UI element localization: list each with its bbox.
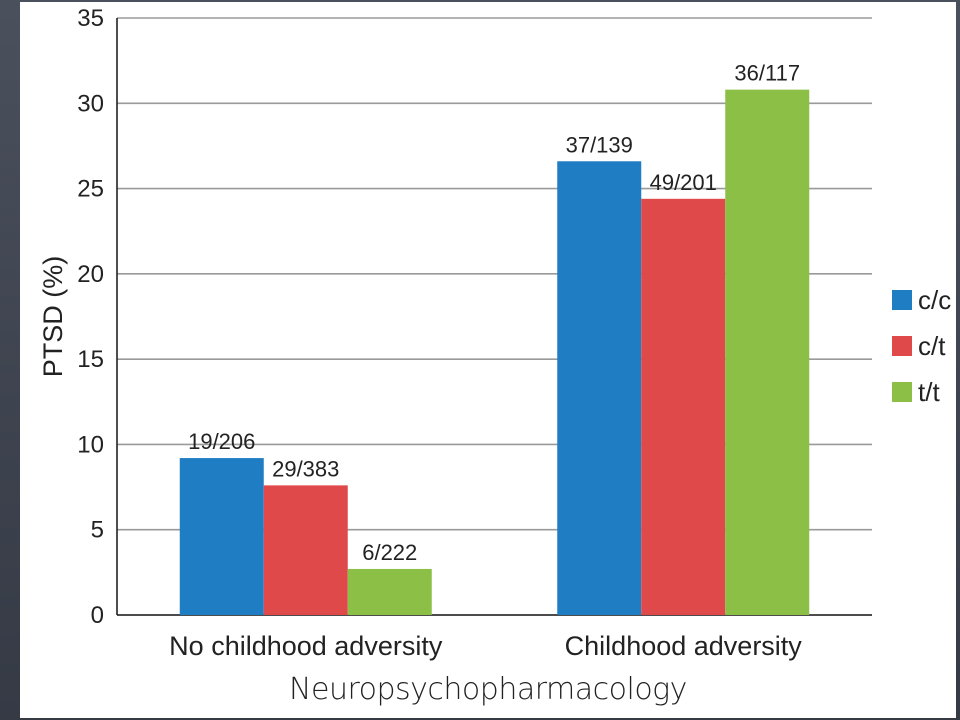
y-tick-label: 20: [77, 261, 104, 288]
bar-data-label: 37/139: [566, 132, 633, 157]
bar: [179, 458, 264, 615]
bar: [725, 89, 810, 615]
y-tick-label: 5: [91, 517, 104, 544]
x-category-label: Childhood adversity: [565, 631, 803, 661]
chart-card: 0 5 10 15 20 25 30 35 PTSD (%) 19/206 29/383 6/222 N…: [20, 2, 956, 718]
x-category-label: No childhood adversity: [169, 631, 443, 661]
legend-label: c/c: [918, 285, 951, 315]
bar-data-label: 19/206: [188, 429, 255, 454]
bar-chart: 0 5 10 15 20 25 30 35 PTSD (%) 19/206 29/383 6/222 N…: [38, 5, 951, 661]
y-axis-label: PTSD (%): [38, 256, 68, 378]
legend-swatch: [892, 290, 912, 310]
y-tick-label: 30: [77, 90, 104, 117]
y-tick-label: 25: [77, 176, 104, 203]
y-tick-label: 10: [77, 431, 104, 458]
y-tick-label: 35: [77, 5, 104, 32]
bar-data-label: 6/222: [362, 540, 417, 565]
y-tick-label: 15: [77, 346, 104, 373]
legend-swatch: [892, 336, 912, 356]
bar: [347, 568, 432, 615]
y-tick-label: 0: [91, 602, 104, 629]
bar: [641, 198, 726, 615]
bar-data-label: 36/117: [734, 61, 800, 86]
legend-swatch: [892, 382, 912, 402]
bar-data-label: 29/383: [272, 456, 339, 481]
legend-label: c/t: [918, 331, 946, 361]
bar-data-label: 49/201: [650, 170, 717, 195]
bar: [557, 161, 642, 615]
source-caption: Neuropsychopharmacology: [289, 672, 687, 707]
bar: [263, 485, 348, 615]
legend-label: t/t: [918, 377, 940, 407]
